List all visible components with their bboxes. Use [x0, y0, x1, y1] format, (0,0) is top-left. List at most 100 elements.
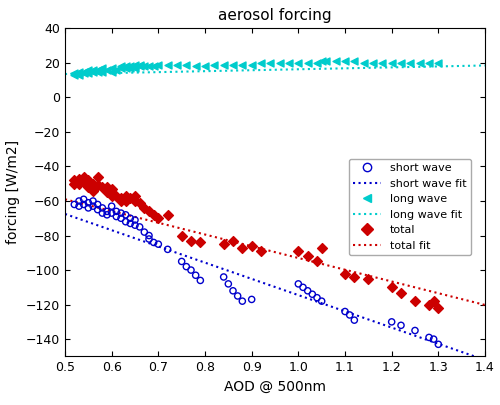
- Point: [369, 60, 377, 66]
- Point: [276, 60, 283, 66]
- Point: [178, 258, 186, 265]
- Point: [425, 334, 433, 341]
- Point: [378, 60, 386, 66]
- Point: [80, 179, 88, 185]
- Point: [122, 211, 130, 218]
- Point: [238, 244, 246, 251]
- Point: [341, 58, 349, 64]
- Point: [70, 181, 78, 187]
- Point: [397, 322, 405, 328]
- Point: [388, 319, 396, 325]
- Point: [70, 70, 78, 77]
- Point: [131, 217, 139, 223]
- Point: [108, 203, 116, 209]
- Point: [173, 62, 181, 68]
- Point: [364, 275, 372, 282]
- Point: [192, 63, 200, 70]
- Point: [220, 241, 228, 247]
- Point: [229, 237, 237, 244]
- Point: [313, 60, 321, 66]
- Point: [80, 174, 88, 180]
- Point: [70, 177, 78, 183]
- Point: [89, 68, 97, 75]
- Point: [122, 63, 130, 70]
- Point: [341, 270, 349, 277]
- Point: [210, 62, 218, 68]
- Point: [224, 281, 232, 287]
- Point: [98, 184, 106, 190]
- Point: [416, 60, 424, 66]
- Point: [94, 66, 102, 73]
- Point: [187, 267, 195, 273]
- Point: [98, 68, 106, 75]
- Point: [136, 63, 143, 70]
- Point: [117, 210, 125, 216]
- Point: [94, 207, 102, 213]
- Point: [322, 58, 330, 64]
- Point: [360, 60, 368, 66]
- Point: [84, 70, 92, 77]
- Point: [117, 198, 125, 204]
- Point: [84, 205, 92, 211]
- Point: [434, 341, 442, 347]
- Point: [89, 198, 97, 204]
- Point: [75, 175, 83, 182]
- Point: [103, 189, 111, 196]
- Point: [154, 215, 162, 222]
- Point: [346, 312, 354, 318]
- Point: [103, 211, 111, 218]
- Point: [411, 298, 419, 305]
- Point: [112, 208, 120, 215]
- Point: [332, 58, 340, 64]
- Point: [75, 198, 83, 204]
- Point: [89, 188, 97, 194]
- Point: [182, 263, 190, 270]
- Point: [126, 220, 134, 227]
- Point: [84, 184, 92, 190]
- Point: [136, 62, 143, 68]
- Point: [98, 210, 106, 216]
- X-axis label: AOD @ 500nm: AOD @ 500nm: [224, 380, 326, 394]
- Point: [406, 60, 414, 66]
- Point: [122, 198, 130, 204]
- Point: [388, 60, 396, 66]
- Point: [94, 68, 102, 75]
- Point: [112, 193, 120, 199]
- Point: [103, 208, 111, 215]
- Point: [257, 60, 265, 66]
- Point: [75, 181, 83, 187]
- Point: [434, 60, 442, 66]
- Point: [122, 65, 130, 71]
- Point: [229, 62, 237, 68]
- Point: [117, 65, 125, 71]
- Point: [257, 248, 265, 254]
- Point: [248, 296, 256, 303]
- Point: [108, 185, 116, 192]
- Point: [108, 210, 116, 216]
- Point: [117, 215, 125, 222]
- Point: [304, 253, 312, 260]
- Point: [229, 288, 237, 294]
- Point: [122, 193, 130, 199]
- Point: [117, 63, 125, 70]
- Point: [248, 62, 256, 68]
- Point: [248, 243, 256, 249]
- Point: [425, 60, 433, 66]
- Point: [89, 181, 97, 187]
- Point: [196, 277, 204, 284]
- Legend: short wave, short wave fit, long wave, long wave fit, total, total fit: short wave, short wave fit, long wave, l…: [349, 159, 471, 255]
- Title: aerosol forcing: aerosol forcing: [218, 8, 332, 23]
- Point: [285, 60, 293, 66]
- Point: [140, 205, 148, 211]
- Point: [136, 224, 143, 230]
- Point: [350, 317, 358, 323]
- Point: [294, 281, 302, 287]
- Point: [220, 62, 228, 68]
- Point: [434, 305, 442, 311]
- Point: [397, 289, 405, 296]
- Point: [341, 308, 349, 315]
- Point: [318, 298, 326, 305]
- Point: [318, 244, 326, 251]
- Point: [122, 218, 130, 225]
- Point: [140, 63, 148, 70]
